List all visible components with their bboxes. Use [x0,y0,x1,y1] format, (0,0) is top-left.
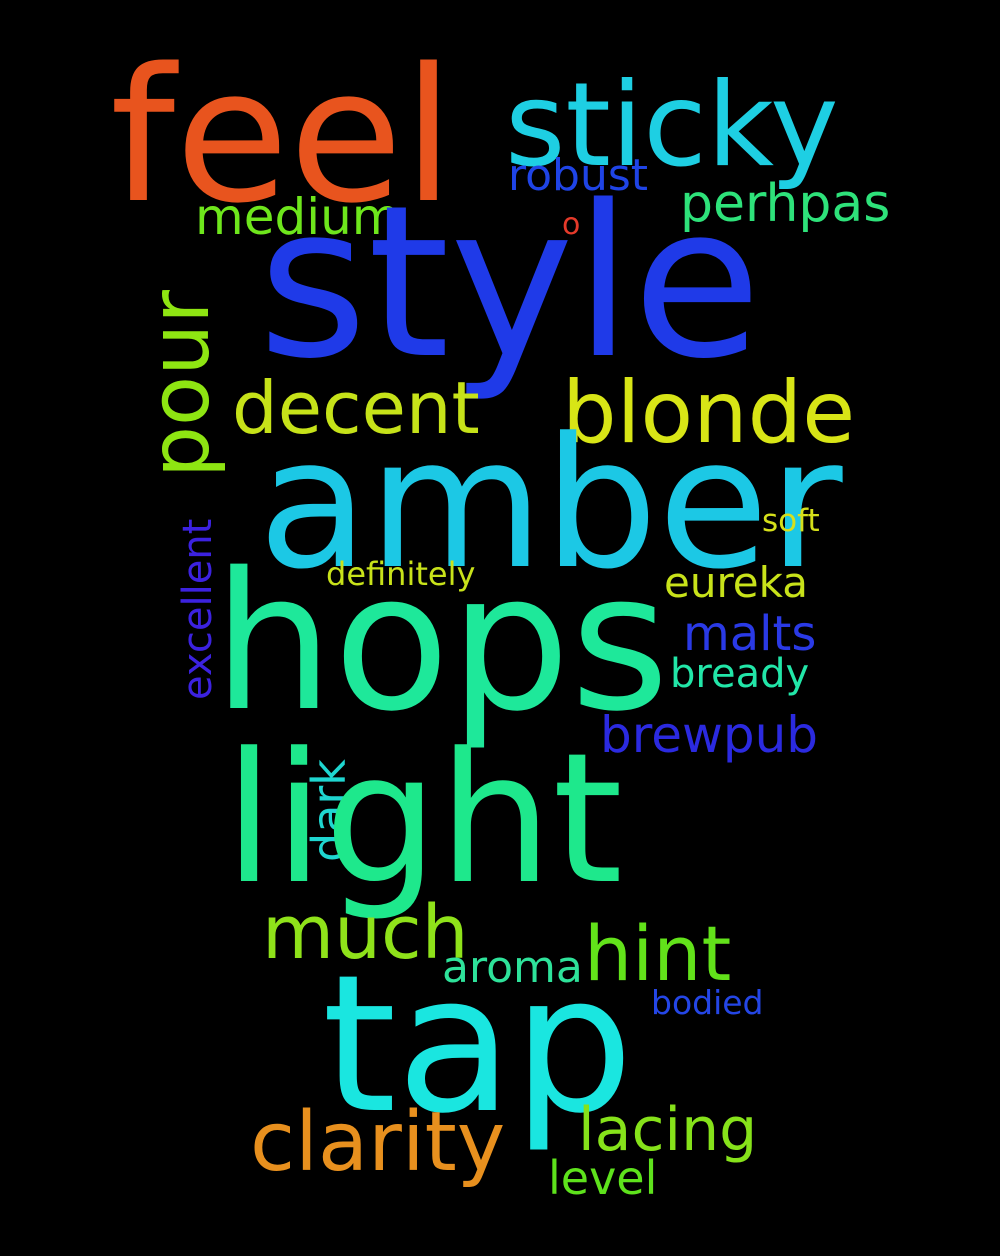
word-eureka: eureka [664,558,808,607]
word-much: much [262,890,469,976]
word-blonde: blonde [562,363,856,463]
word-malts: malts [683,606,817,662]
word-perhpas: perhpas [680,174,891,234]
word-brewpub: brewpub [600,706,819,764]
word-amber: amber [258,400,843,609]
word-excellent: excellent [175,518,221,700]
word-level: level [548,1151,658,1205]
word-definitely: definitely [326,555,476,593]
word-decent: decent [232,366,480,450]
word-clarity: clarity [250,1095,506,1190]
word-sticky: sticky [505,58,839,193]
word-soft: soft [762,503,820,539]
word-hops: hops [213,532,670,753]
word-bready: bready [670,651,810,697]
word-tap: tap [322,934,634,1155]
word-lacing: lacing [578,1095,758,1165]
word-medium: medium [195,188,401,246]
word-style: style [258,160,762,405]
word-hint: hint [584,909,732,998]
word-o: o [562,207,581,242]
word-aroma: aroma [442,942,583,993]
word-pour: pour [133,290,228,478]
word-light: light [224,715,623,924]
word-bodied: bodied [651,983,764,1022]
word-robust: robust [508,150,649,201]
word-feel: feel [110,28,455,244]
